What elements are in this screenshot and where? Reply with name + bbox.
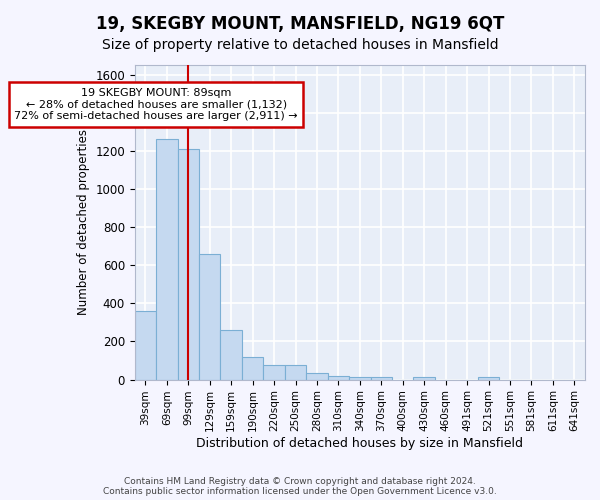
Bar <box>156 140 178 380</box>
Text: Contains public sector information licensed under the Open Government Licence v3: Contains public sector information licen… <box>103 487 497 496</box>
Bar <box>285 366 306 380</box>
Bar <box>349 376 371 380</box>
Bar <box>371 376 392 380</box>
Bar <box>242 356 263 380</box>
Bar <box>220 330 242 380</box>
Y-axis label: Number of detached properties: Number of detached properties <box>77 130 89 316</box>
Bar <box>478 376 499 380</box>
Bar <box>178 149 199 380</box>
Bar <box>199 254 220 380</box>
Bar <box>306 373 328 380</box>
Text: Contains HM Land Registry data © Crown copyright and database right 2024.: Contains HM Land Registry data © Crown c… <box>124 477 476 486</box>
Bar <box>328 376 349 380</box>
Bar <box>413 376 435 380</box>
Text: 19, SKEGBY MOUNT, MANSFIELD, NG19 6QT: 19, SKEGBY MOUNT, MANSFIELD, NG19 6QT <box>96 15 504 33</box>
Text: Size of property relative to detached houses in Mansfield: Size of property relative to detached ho… <box>101 38 499 52</box>
X-axis label: Distribution of detached houses by size in Mansfield: Distribution of detached houses by size … <box>196 437 523 450</box>
Text: 19 SKEGBY MOUNT: 89sqm
← 28% of detached houses are smaller (1,132)
72% of semi-: 19 SKEGBY MOUNT: 89sqm ← 28% of detached… <box>14 88 298 121</box>
Bar <box>134 311 156 380</box>
Bar <box>263 366 285 380</box>
